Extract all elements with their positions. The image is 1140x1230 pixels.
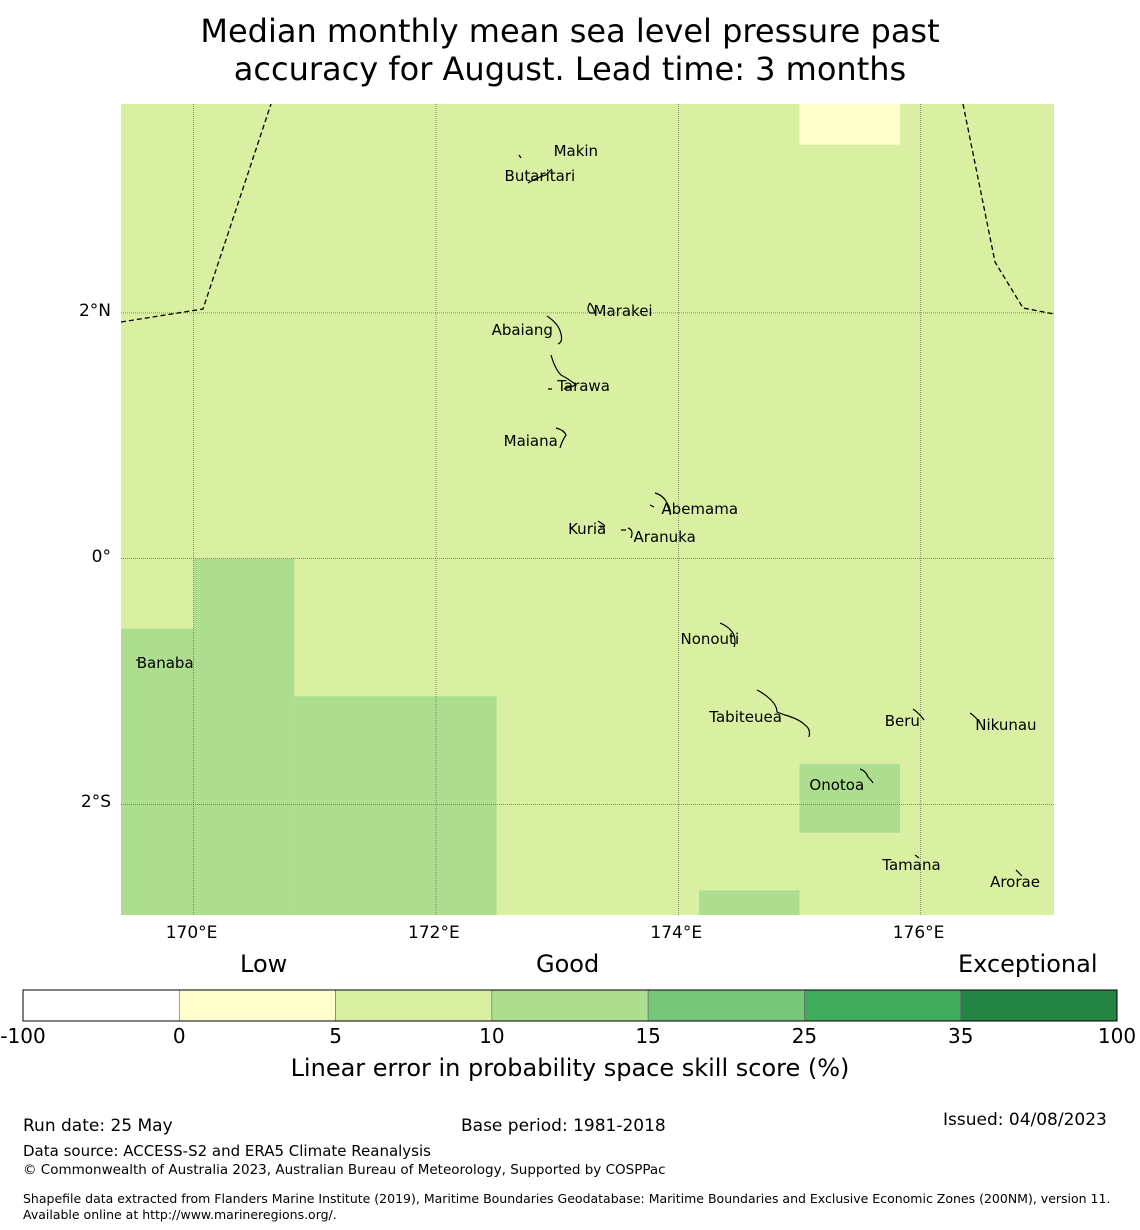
aranuka-outline [621, 527, 633, 539]
lon-tick-label: 170°E [165, 923, 218, 943]
tarawa-outline [548, 354, 578, 390]
colorbar-tick: 100 [1097, 1024, 1137, 1048]
skill-cell-1 [193, 558, 295, 915]
colorbar-swatch-1 [178, 989, 336, 1022]
island-label-banaba: Banaba [136, 654, 194, 673]
island-label-nonouti: Nonouti [680, 629, 740, 648]
eez-boundary-west [120, 103, 272, 323]
category-low: Low [240, 950, 288, 978]
skill-cell-5 [698, 890, 800, 915]
island-label-makin: Makin [553, 141, 599, 160]
skill-cell-4 [799, 763, 901, 833]
nikunau-outline [969, 712, 981, 724]
island-label-abemama: Abemama [661, 499, 739, 518]
category-exceptional: Exceptional [958, 950, 1098, 978]
colorbar-swatch-4 [647, 989, 805, 1022]
colorbar-swatch-5 [804, 989, 962, 1022]
lat-tick-label: 2°S [80, 792, 111, 813]
colorbar-swatch-0 [22, 989, 180, 1022]
colorbar-swatch-6 [960, 989, 1118, 1022]
skill-cells [121, 104, 901, 915]
island-label-butaritari: Butaritari [504, 166, 576, 185]
arorae-outline [1015, 869, 1023, 877]
onotoa-outline [859, 768, 874, 784]
island-label-kuria: Kuria [568, 520, 607, 539]
lat-tick-label: 2°N [78, 300, 111, 321]
island-label-tamana: Tamana [882, 855, 941, 874]
nonouti-outline [719, 622, 736, 648]
run-date: Run date: 25 May [23, 1116, 173, 1136]
eez-boundary-east [962, 103, 1055, 315]
maiana-outline [555, 427, 567, 449]
island-label-onotoa: Onotoa [809, 775, 865, 794]
colorbar-tick: 10 [479, 1024, 505, 1048]
island-label-abaiang: Abaiang [491, 321, 553, 340]
butaritari-outline [527, 168, 553, 184]
island-label-nikunau: Nikunau [975, 715, 1037, 734]
abemama-outline [649, 492, 671, 516]
data-source: Data source: ACCESS-S2 and ERA5 Climate … [23, 1142, 431, 1160]
issued-date: Issued: 04/08/2023 [943, 1110, 1107, 1130]
colorbar-tick: 35 [947, 1024, 974, 1048]
marakei-outline [587, 302, 596, 314]
skill-cell-2 [121, 628, 194, 915]
kuria-outline [597, 520, 606, 528]
tabiteuea-outline [756, 689, 811, 738]
category-good: Good [536, 950, 600, 978]
tamana-outline [914, 854, 920, 859]
colorbar-tick: 5 [329, 1024, 342, 1048]
map-title-line-2: accuracy for August. Lead time: 3 months [233, 50, 907, 88]
beru-outline [912, 708, 925, 721]
lon-tick-label: 172°E [408, 923, 460, 943]
colorbar-tick: 25 [791, 1024, 818, 1048]
lat-tick-label: 0° [91, 546, 111, 567]
lon-tick-label: 176°E [892, 923, 945, 943]
island-label-beru: Beru [884, 712, 920, 731]
colorbar-tick: 0 [172, 1024, 186, 1048]
island-label-maiana: Maiana [503, 431, 558, 450]
island-label-marakei: Marakei [593, 301, 653, 320]
eez-boundaries [120, 103, 1055, 323]
map-title-line-1: Median monthly mean sea level pressure p… [200, 12, 940, 50]
skill-cell-0 [799, 104, 901, 145]
makin-outline [518, 154, 522, 159]
abaiang-outline [546, 315, 563, 345]
colorbar-tick: -100 [0, 1024, 46, 1048]
map-canvas [22, 103, 1118, 1022]
colorbar-outline [22, 989, 1118, 1022]
island-outlines [136, 154, 1023, 877]
copyright: © Commonwealth of Australia 2023, Austra… [23, 1162, 666, 1178]
island-label-arorae: Arorae [990, 873, 1040, 892]
island-label-tabiteuea: Tabiteuea [709, 708, 782, 727]
lon-tick-label: 174°E [650, 923, 703, 943]
skill-cell-3 [294, 696, 497, 915]
colorbar-swatch-2 [335, 989, 493, 1022]
colorbar [22, 989, 1118, 1022]
gridlines [121, 104, 1054, 915]
base-period: Base period: 1981-2018 [461, 1116, 666, 1136]
island-label-aranuka: Aranuka [633, 527, 696, 546]
island-label-tarawa: Tarawa [557, 376, 610, 395]
colorbar-tick: 15 [635, 1024, 661, 1048]
colorbar-swatch-3 [491, 989, 649, 1022]
shapefile-credit: Shapefile data extracted from Flanders M… [23, 1191, 1111, 1222]
colorbar-label: Linear error in probability space skill … [290, 1054, 850, 1082]
